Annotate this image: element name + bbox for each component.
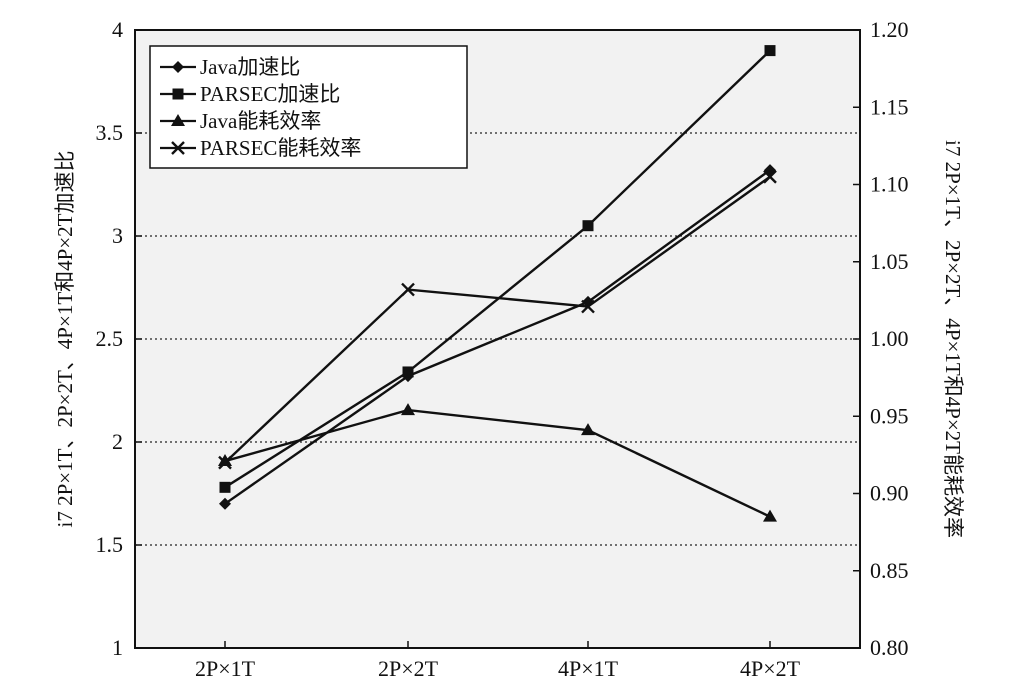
series-group xyxy=(218,45,777,522)
series-1-point-1 xyxy=(402,366,414,378)
series-2-point-1 xyxy=(401,403,415,416)
series-2-point-3 xyxy=(763,509,777,522)
right-axis-label: i7 2P×1T、2P×2T、4P×1T和4P×2T能耗效率 xyxy=(941,140,965,538)
series-3-point-3 xyxy=(763,169,777,184)
series-1-point-3 xyxy=(764,45,776,57)
series-2-point-0 xyxy=(218,454,232,467)
legend: Java加速比 PARSEC加速比 Java能耗效率 PARSEC能耗效率 xyxy=(149,45,468,169)
series-2 xyxy=(218,403,777,522)
legend-item-2: Java能耗效率 xyxy=(160,109,321,133)
left-tick-label-1: 1.5 xyxy=(96,532,124,557)
legend-label-2: Java能耗效率 xyxy=(200,109,321,133)
right-axis-ticks: 0.80 0.85 0.90 0.95 1.00 1.05 1.10 1.15 1.20 xyxy=(853,17,909,660)
right-tick-label-0: 0.80 xyxy=(870,635,909,660)
series-1-point-0 xyxy=(219,481,231,493)
left-tick-label-5: 3.5 xyxy=(96,120,124,145)
legend-marker-1 xyxy=(172,88,184,100)
series-0-point-0 xyxy=(219,497,231,510)
left-tick-label-0: 1 xyxy=(112,635,123,660)
legend-marker-3 xyxy=(171,141,185,155)
legend-marker-0 xyxy=(172,61,184,73)
legend-label-0: Java加速比 xyxy=(200,55,300,79)
series-line-3 xyxy=(224,175,771,464)
left-tick-label-6: 4 xyxy=(112,17,123,42)
series-3 xyxy=(218,169,777,470)
right-tick-label-3: 0.95 xyxy=(870,403,909,428)
left-tick-label-2: 2 xyxy=(112,429,123,454)
legend-item-3: PARSEC能耗效率 xyxy=(160,136,361,160)
left-tick-label-4: 3 xyxy=(112,223,123,248)
series-2-point-2 xyxy=(581,423,595,436)
right-tick-label-1: 0.85 xyxy=(870,558,909,583)
series-line-0 xyxy=(224,169,771,505)
x-tick-label-1: 2P×2T xyxy=(378,656,439,681)
series-line-2 xyxy=(224,408,771,518)
x-tick-label-2: 4P×1T xyxy=(558,656,619,681)
legend-box xyxy=(149,45,468,169)
right-tick-label-6: 1.10 xyxy=(870,172,909,197)
legend-marker-2 xyxy=(171,114,185,126)
legend-item-1: PARSEC加速比 xyxy=(160,82,340,106)
x-tick-label-0: 2P×1T xyxy=(195,656,256,681)
series-3-point-0 xyxy=(218,455,232,470)
legend-item-0: Java加速比 xyxy=(160,55,300,79)
x-axis-ticks: 2P×1T 2P×2T 4P×1T 4P×2T xyxy=(195,641,801,681)
left-axis-label: i7 2P×1T、2P×2T、4P×1T和4P×2T加速比 xyxy=(53,151,77,528)
legend-label-1: PARSEC加速比 xyxy=(200,82,340,106)
series-3-point-2 xyxy=(581,299,595,314)
left-tick-label-3: 2.5 xyxy=(96,326,124,351)
series-1-point-2 xyxy=(582,220,594,232)
right-tick-label-7: 1.15 xyxy=(870,94,909,119)
right-tick-label-2: 0.90 xyxy=(870,481,909,506)
right-tick-label-4: 1.00 xyxy=(870,326,909,351)
series-3-point-1 xyxy=(401,282,415,297)
right-tick-label-8: 1.20 xyxy=(870,17,909,42)
right-tick-label-5: 1.05 xyxy=(870,249,909,274)
left-axis-ticks: 1 1.5 2 2.5 3 3.5 4 xyxy=(96,17,142,660)
x-tick-label-3: 4P×2T xyxy=(740,656,801,681)
legend-label-3: PARSEC能耗效率 xyxy=(200,136,361,160)
